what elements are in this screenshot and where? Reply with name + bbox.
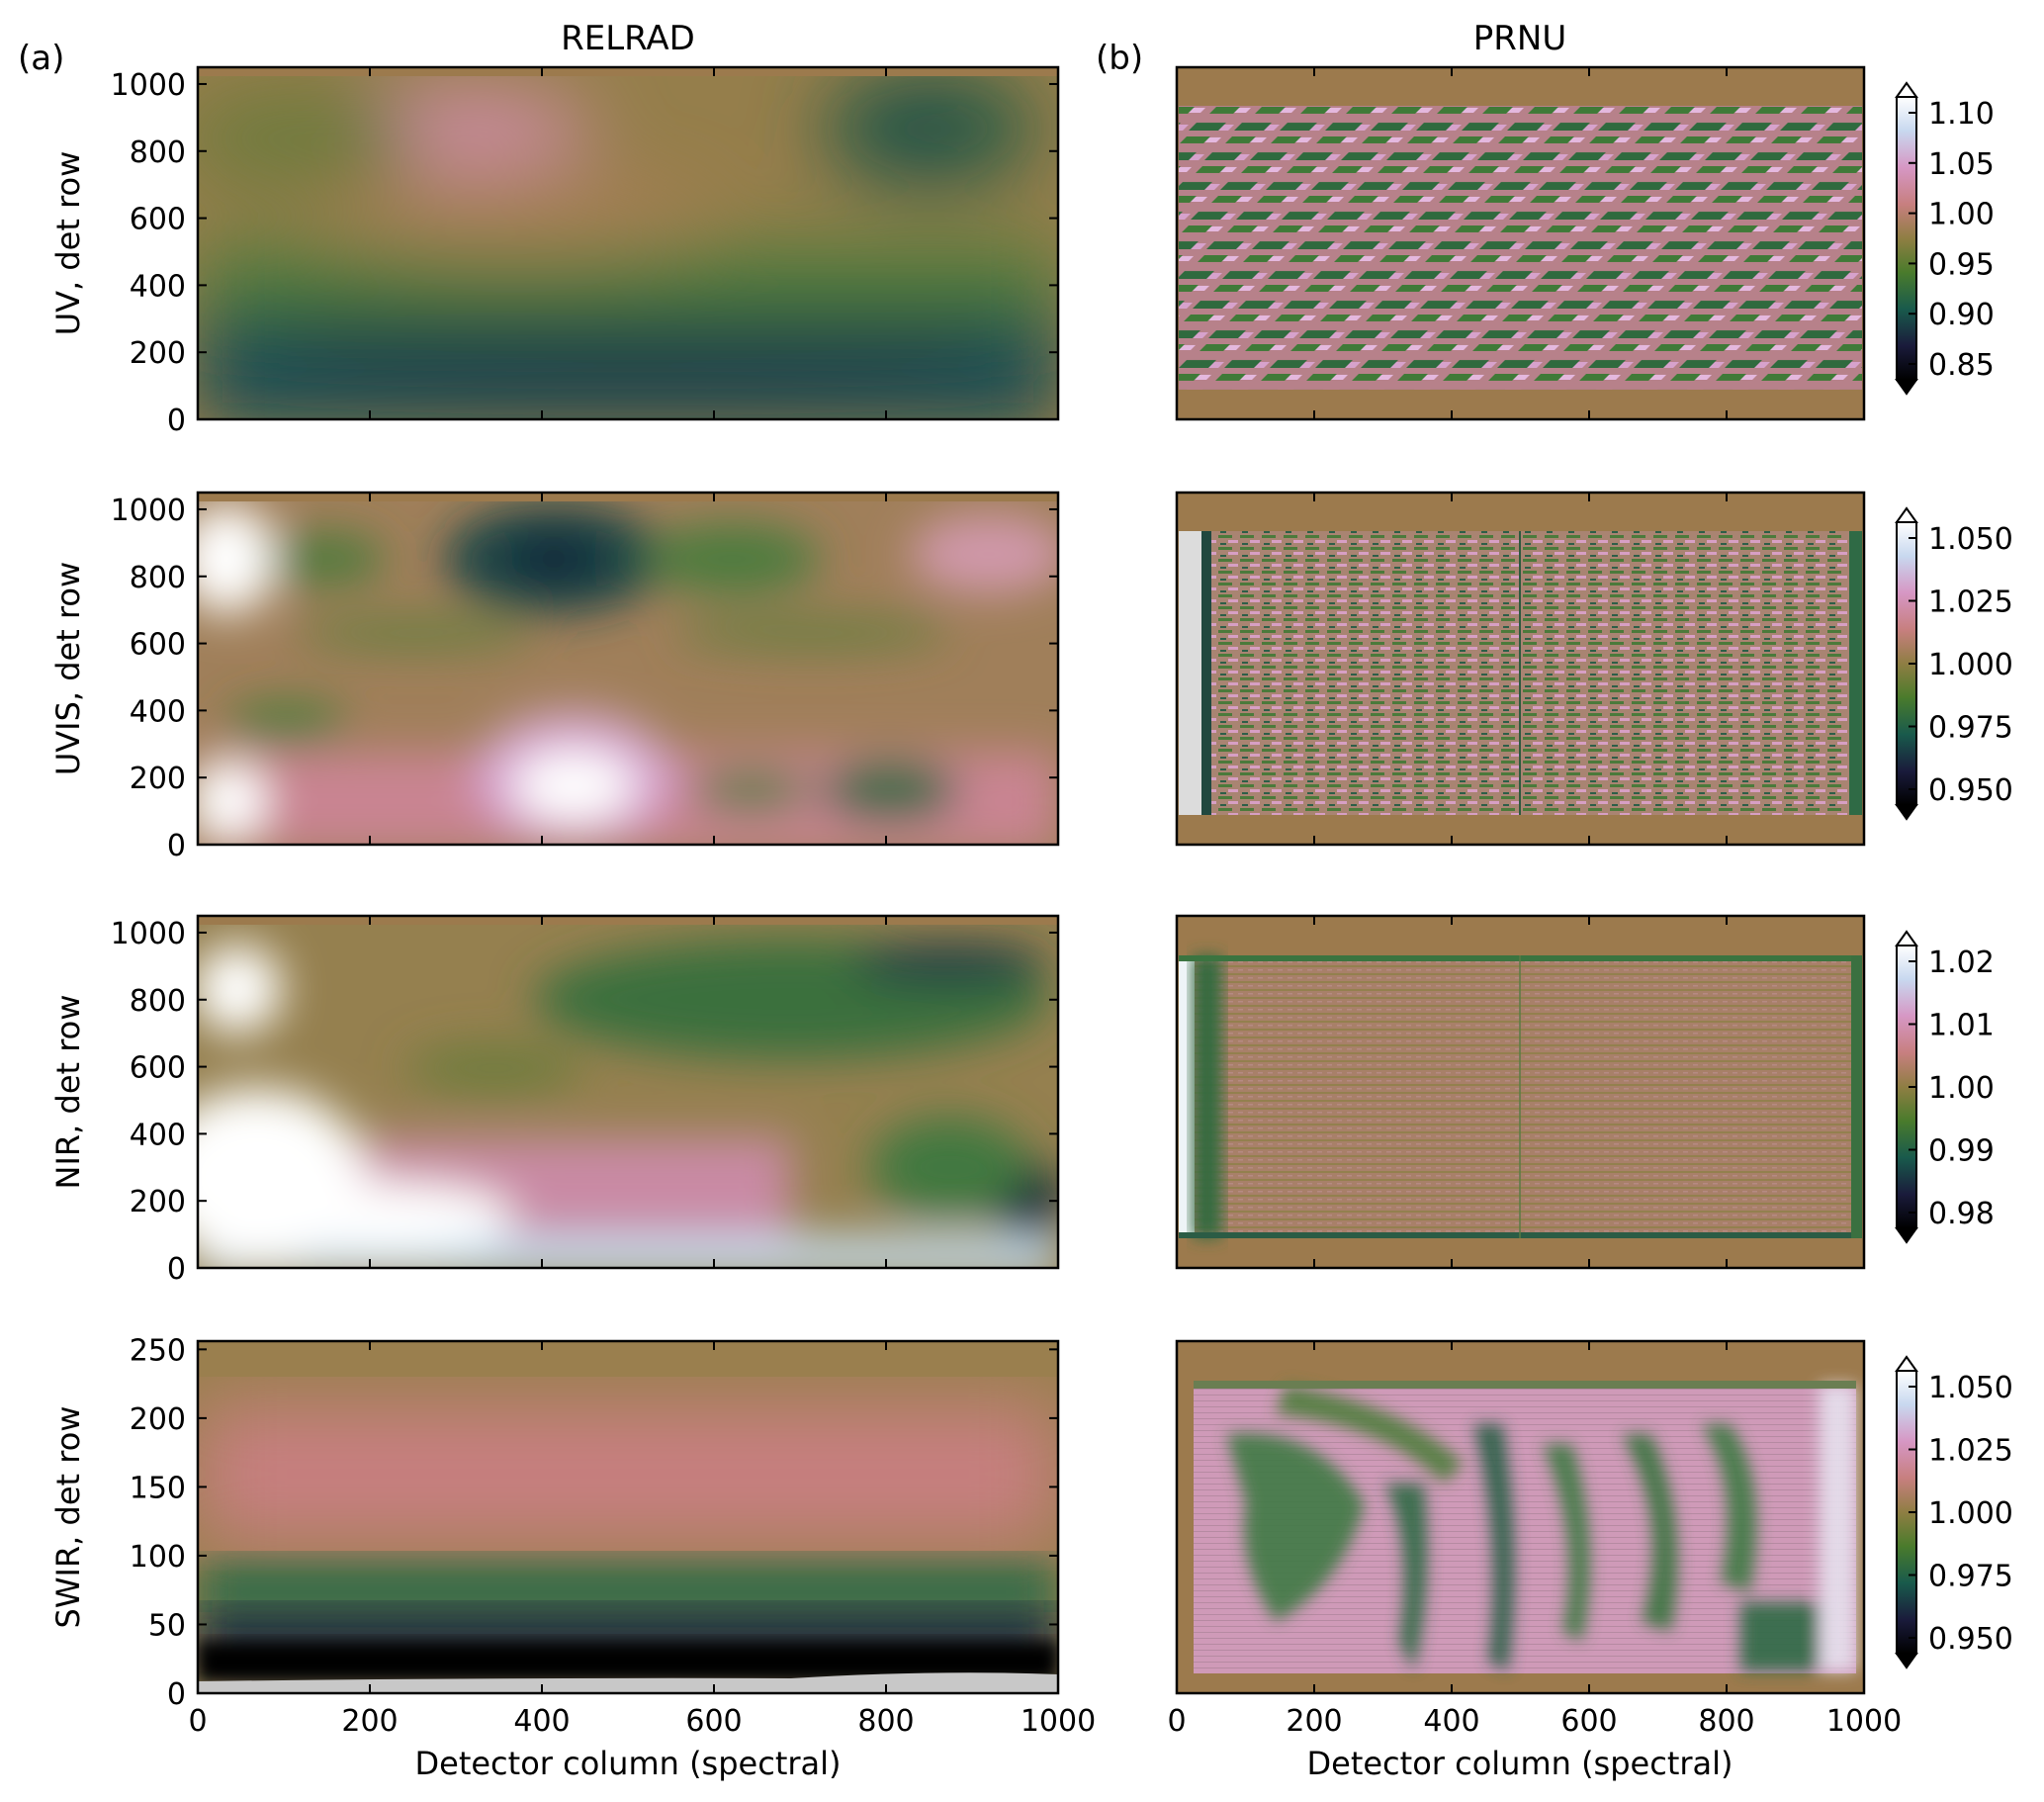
cbar-tick-label: 0.95 <box>1928 247 1995 282</box>
cbar-tick-label: 0.99 <box>1928 1134 1995 1169</box>
y-tick-label: 600 <box>130 628 186 663</box>
y-tick-label: 600 <box>130 203 186 237</box>
x-tick-label: 800 <box>1698 1704 1754 1739</box>
heatmap-uv-prnu <box>1177 67 1864 419</box>
cbar-tick-label: 1.05 <box>1928 147 1995 182</box>
cbar-tick-label: 1.025 <box>1928 1434 2013 1469</box>
heatmap-nir-relrad <box>198 916 1058 1268</box>
x-tick-label: 400 <box>1423 1704 1479 1739</box>
y-tick-label: 150 <box>130 1471 186 1505</box>
cbar-tick-label: 1.050 <box>1928 522 2013 557</box>
axes-frame <box>196 914 1060 1270</box>
axes-frame <box>196 491 1060 847</box>
heatmap-uvis-relrad <box>198 493 1058 845</box>
axes-frame <box>1175 1339 1866 1695</box>
axes-layer: 0200400600800100002004006008001000020040… <box>111 65 1902 1739</box>
x-tick-label: 0 <box>188 1704 207 1739</box>
y-tick-label: 0 <box>167 1252 186 1287</box>
x-tick-label: 400 <box>513 1704 570 1739</box>
axes-frame <box>1175 914 1866 1270</box>
cbar-tick-label: 1.025 <box>1928 586 2013 620</box>
x-tick-label: 600 <box>685 1704 742 1739</box>
axes-frame <box>196 1339 1060 1695</box>
axes-frame <box>196 65 1060 421</box>
cbar-tick-label: 0.950 <box>1928 1622 2013 1657</box>
cbar-tick-label: 1.02 <box>1928 946 1995 980</box>
cbar-tick-label: 1.10 <box>1928 97 1995 132</box>
heatmap-nir-prnu <box>1177 916 1864 1268</box>
x-tick-label: 600 <box>1560 1704 1617 1739</box>
cbar-tick-label: 0.950 <box>1928 773 2013 808</box>
cbar-tick-label: 0.90 <box>1928 298 1995 332</box>
heatmap-uv-relrad <box>198 67 1058 419</box>
y-tick-label: 1000 <box>111 494 186 528</box>
x-tick-label: 0 <box>1167 1704 1186 1739</box>
y-tick-label: 400 <box>130 694 186 729</box>
x-tick-label: 200 <box>341 1704 398 1739</box>
ylabel-swir: SWIR, det row <box>49 1406 87 1629</box>
cbar-tick-label: 1.000 <box>1928 648 2013 682</box>
y-tick-label: 0 <box>167 1677 186 1712</box>
cbar-tick-label: 1.01 <box>1928 1009 1995 1043</box>
y-tick-label: 800 <box>130 135 186 170</box>
col-title-prnu: PRNU <box>1473 19 1566 58</box>
y-tick-label: 1000 <box>111 68 186 103</box>
y-tick-label: 0 <box>167 829 186 863</box>
cbar-tick-label: 1.050 <box>1928 1371 2013 1405</box>
y-tick-label: 200 <box>130 336 186 371</box>
xlabel-left: Detector column (spectral) <box>414 1745 841 1782</box>
axes-uv-relrad: 0 200 400 600 800 1000 <box>111 65 1060 438</box>
y-tick-label: 100 <box>130 1540 186 1575</box>
cbar-tick-label: 1.00 <box>1928 1071 1995 1106</box>
cbar-tick-label: 0.85 <box>1928 348 1995 383</box>
y-tick-label: 800 <box>130 984 186 1019</box>
axes-frame <box>1175 65 1866 421</box>
cbar-tick-label: 1.000 <box>1928 1496 2013 1531</box>
colorbar-ticks: 1.10 1.05 1.00 0.95 0.90 0.85 1.050 1.025 1.000 0… <box>1909 97 2013 1657</box>
xlabel-right: Detector column (spectral) <box>1306 1745 1733 1782</box>
y-tick-label: 400 <box>130 1118 186 1152</box>
panel-label-a: (a) <box>18 39 64 78</box>
axes-uvis-prnu <box>1175 491 1866 847</box>
y-tick-label: 200 <box>130 762 186 796</box>
y-tick-label: 0 <box>167 404 186 438</box>
x-tick-label: 800 <box>857 1704 914 1739</box>
cbar-tick-label: 0.975 <box>1928 1560 2013 1594</box>
y-tick-label: 600 <box>130 1051 186 1086</box>
colorbar-uv <box>1895 81 1918 396</box>
ylabel-uvis: UVIS, det row <box>49 562 87 775</box>
cbar-tick-label: 0.975 <box>1928 711 2013 746</box>
axes-nir-relrad: 0 200 400 600 800 1000 <box>111 914 1060 1287</box>
cbar-tick-label: 0.98 <box>1928 1197 1995 1231</box>
heatmap-swir-relrad <box>198 1341 1058 1693</box>
x-tick-label: 200 <box>1286 1704 1342 1739</box>
y-tick-label: 800 <box>130 561 186 595</box>
y-tick-label: 200 <box>130 1185 186 1219</box>
col-title-relrad: RELRAD <box>561 19 695 58</box>
y-tick-label: 250 <box>130 1333 186 1368</box>
y-tick-label: 1000 <box>111 917 186 951</box>
x-tick-label: 1000 <box>1021 1704 1096 1739</box>
axes-uv-prnu <box>1175 65 1866 421</box>
y-tick-label: 200 <box>130 1402 186 1437</box>
y-tick-label: 400 <box>130 269 186 304</box>
cbar-tick-label: 1.00 <box>1928 198 1995 232</box>
axes-frame <box>1175 491 1866 847</box>
ylabel-nir: NIR, det row <box>49 995 87 1190</box>
axes-swir-prnu: 0 200 400 600 800 1000 <box>1167 1339 1902 1739</box>
heatmap-uvis-prnu <box>1177 493 1864 845</box>
axes-uvis-relrad: 0 200 400 600 800 1000 <box>111 491 1060 863</box>
heatmap-swir-prnu <box>1177 1341 1864 1693</box>
y-tick-label: 50 <box>148 1608 186 1643</box>
axes-nir-prnu <box>1175 914 1866 1270</box>
axes-swir-relrad: 0 200 400 600 800 1000 0 50 100 150 200 250 <box>130 1333 1096 1739</box>
ylabel-uv: UV, det row <box>49 151 87 336</box>
panel-label-b: (b) <box>1096 39 1143 78</box>
x-tick-label: 1000 <box>1826 1704 1902 1739</box>
